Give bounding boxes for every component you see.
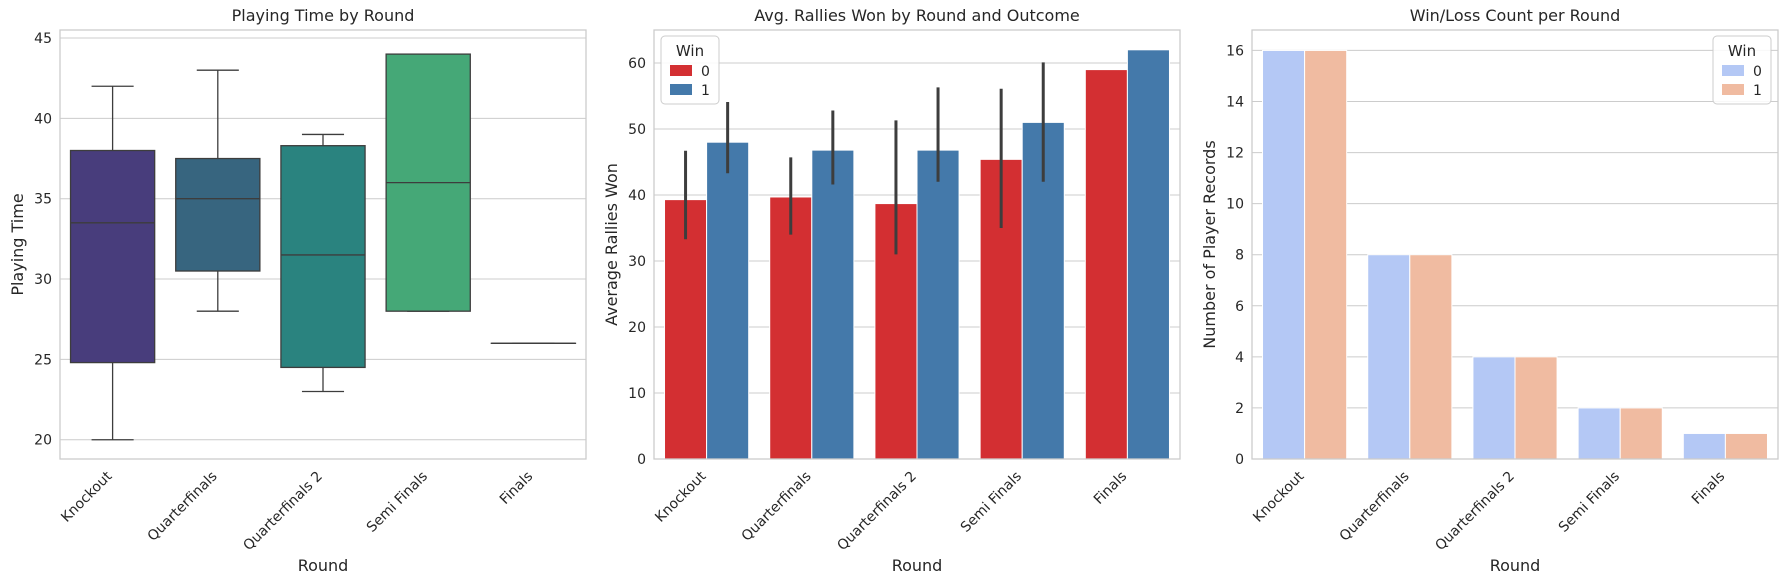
y-tick-label: 20	[628, 320, 646, 336]
box-body	[175, 157, 261, 272]
bar-series-0-semi-finals	[1577, 407, 1621, 460]
x-tick-label: Semi Finals	[958, 469, 1025, 536]
y-tick-label: 30	[628, 254, 646, 270]
y-axis-label: Playing Time	[8, 193, 27, 295]
legend-title: Win	[1728, 42, 1756, 60]
bar-series-0-quarterfinals	[1367, 254, 1411, 460]
x-tick-label: Quarterfinals	[145, 469, 221, 545]
legend-label: 1	[701, 83, 710, 99]
x-axis-label: Round	[892, 556, 943, 575]
bar-series-1-quarterfinals-2	[916, 149, 960, 460]
legend-label: 1	[1753, 83, 1762, 99]
legend-swatch	[1722, 84, 1744, 95]
chart-title: Avg. Rallies Won by Round and Outcome	[754, 6, 1080, 25]
bar-series-0-quarterfinals	[769, 196, 813, 460]
bar-series-0-knockout	[1262, 49, 1306, 460]
x-tick-label: Finals	[1091, 469, 1130, 508]
y-tick-label: 25	[34, 352, 52, 368]
box-body	[280, 145, 366, 369]
box-knockout	[69, 85, 156, 441]
x-axis-label: Round	[1490, 556, 1541, 575]
x-tick-label: Quarterfinals	[1337, 469, 1413, 545]
legend-title: Win	[676, 42, 704, 60]
y-axis-label: Number of Player Records	[1200, 140, 1219, 348]
legend-swatch	[1722, 65, 1744, 76]
chart-title: Playing Time by Round	[232, 6, 415, 25]
box-semi-finals	[385, 53, 471, 312]
y-tick-label: 60	[628, 56, 646, 72]
y-tick-label: 16	[1226, 43, 1244, 59]
plot-frame	[653, 29, 1181, 460]
x-tick-label: Knockout	[1250, 468, 1308, 526]
y-tick-label: 10	[628, 386, 646, 402]
legend-swatch	[670, 84, 692, 95]
x-tick-label: Semi Finals	[364, 469, 431, 536]
x-tick-label: Quarterfinals 2	[1432, 469, 1517, 554]
bar-series-1-finals	[1724, 432, 1768, 460]
x-tick-label: Quarterfinals 2	[834, 469, 919, 554]
y-tick-label: 4	[1235, 350, 1244, 366]
bar-series-1-finals	[1126, 49, 1170, 460]
chart-1: 20 25 30 35 40 45 Knockout Quarterfinals Quarter…	[8, 6, 587, 575]
bar-series-0-finals	[1084, 69, 1128, 460]
bar-series-1-knockout	[706, 141, 750, 460]
y-tick-label: 20	[34, 433, 52, 449]
x-tick-label: Quarterfinals	[739, 469, 815, 545]
legend-swatch	[670, 65, 692, 76]
box-quarterfinals-2	[280, 133, 366, 393]
y-tick-label: 30	[34, 272, 52, 288]
chart-title: Win/Loss Count per Round	[1410, 6, 1621, 25]
plot-frame	[1251, 29, 1779, 460]
y-tick-label: 14	[1226, 95, 1244, 111]
plot-frame	[59, 29, 587, 460]
y-tick-label: 35	[34, 192, 52, 208]
y-tick-label: 8	[1235, 248, 1244, 264]
legend: Win 0 1	[1712, 35, 1772, 105]
bar-series-0-finals	[1682, 432, 1726, 460]
x-axis-label: Round	[298, 556, 349, 575]
y-tick-label: 50	[628, 122, 646, 138]
y-tick-label: 10	[1226, 197, 1244, 213]
legend-label: 0	[701, 64, 710, 80]
x-tick-label: Semi Finals	[1556, 469, 1623, 536]
legend-label: 0	[1753, 64, 1762, 80]
legend: Win 0 1	[660, 35, 720, 105]
x-tick-label: Finals	[497, 469, 536, 508]
box-quarterfinals	[175, 69, 261, 312]
x-tick-label: Knockout	[58, 468, 116, 526]
x-tick-label: Finals	[1689, 469, 1728, 508]
x-tick-label: Quarterfinals 2	[240, 469, 325, 554]
y-tick-label: 0	[1235, 452, 1244, 468]
y-tick-label: 40	[34, 111, 52, 127]
y-tick-label: 6	[1235, 299, 1244, 315]
y-tick-label: 2	[1235, 401, 1244, 417]
bar-series-1-semi-finals	[1619, 407, 1663, 460]
y-axis-label: Average Rallies Won	[602, 163, 621, 326]
bar-series-1-quarterfinals	[1409, 254, 1453, 460]
bar-series-1-quarterfinals	[811, 149, 855, 460]
x-tick-label: Knockout	[652, 468, 710, 526]
y-tick-label: 12	[1226, 146, 1244, 162]
bar-series-0-quarterfinals-2	[1472, 356, 1516, 460]
y-tick-label: 0	[637, 452, 646, 468]
y-tick-label: 40	[628, 188, 646, 204]
y-tick-label: 45	[34, 31, 52, 47]
bar-series-1-knockout	[1304, 49, 1348, 460]
box-body	[69, 149, 156, 364]
bar-series-1-quarterfinals-2	[1514, 356, 1558, 460]
